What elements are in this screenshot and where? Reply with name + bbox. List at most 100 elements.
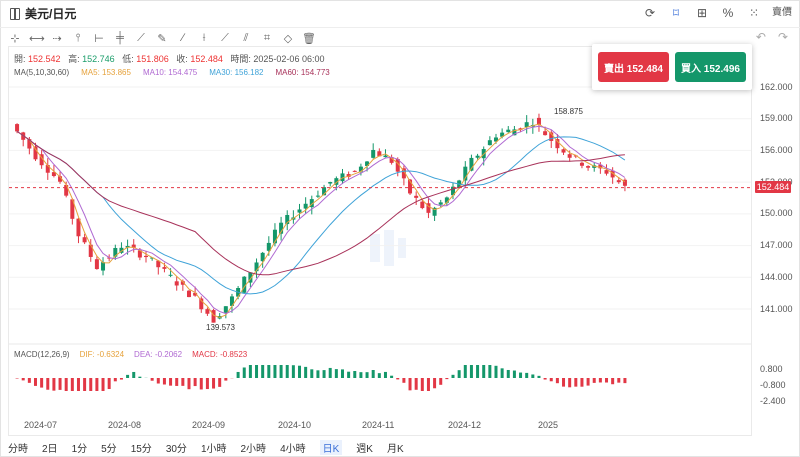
macd-bar — [236, 371, 240, 378]
macd-bar — [543, 378, 547, 380]
macd-bar — [205, 378, 209, 390]
macd-bar — [605, 378, 609, 383]
pen-icon[interactable]: ✎ — [157, 32, 167, 45]
y-tick: 150.000 — [760, 208, 793, 218]
percent-icon[interactable]: % — [722, 6, 734, 20]
candle-body — [248, 272, 253, 283]
crosshair-icon[interactable]: ⊹ — [10, 32, 20, 45]
buy-button[interactable]: 買入 152.496 — [675, 52, 746, 82]
redo-icon[interactable]: ↷ — [777, 30, 788, 44]
candle-body — [266, 242, 271, 251]
chart-type-icon[interactable]: ⊞ — [696, 6, 708, 20]
candle-body — [358, 166, 363, 172]
period-tab[interactable]: 30分 — [165, 444, 187, 455]
macd-bar — [95, 378, 99, 391]
macd-bar — [334, 369, 338, 378]
candle-body — [604, 170, 609, 174]
period-tab[interactable]: 週K — [356, 444, 373, 455]
period-tab[interactable]: 4小時 — [280, 444, 306, 455]
macd-bar — [457, 370, 461, 378]
candle-body — [463, 166, 468, 181]
candle-body — [579, 162, 584, 166]
macd-bar — [175, 378, 179, 386]
period-tab[interactable]: 2小時 — [240, 444, 267, 455]
macd-bar — [126, 374, 130, 378]
macd-bar — [58, 378, 62, 390]
candle-body — [555, 139, 560, 149]
period-tab-selected[interactable]: 日K — [319, 440, 343, 455]
candle-body — [254, 262, 259, 272]
period-tab[interactable]: 月K — [386, 444, 404, 455]
x-tick: 2024-09 — [192, 420, 226, 430]
period-tab[interactable]: 5分 — [101, 444, 117, 455]
macd-bar — [592, 378, 596, 383]
macd-bar — [365, 372, 369, 378]
high-value: 152.746 — [82, 54, 115, 64]
ray-icon[interactable]: ⟋ — [137, 31, 145, 44]
macd-bar — [40, 378, 44, 388]
dif-value: DIF: -0.6324 — [79, 350, 125, 359]
price-axis: 162.000 159.000 156.000 153.000 150.000 … — [752, 46, 800, 436]
measure-icon[interactable]: ⟊ — [202, 31, 206, 44]
shape-icon[interactable]: ⫽ — [243, 31, 249, 44]
candle-body — [444, 197, 449, 203]
macd-bar — [162, 378, 166, 385]
macd-bar — [89, 378, 93, 391]
candle-body — [543, 131, 548, 136]
eraser-icon[interactable]: ◇ — [283, 32, 293, 45]
macd-bar — [113, 378, 117, 382]
period-tab[interactable]: 分時 — [8, 444, 28, 455]
macd-bar — [623, 378, 627, 384]
bookmark-icon[interactable]: ⌑ — [672, 6, 680, 20]
macd-value: MACD: -0.8523 — [192, 350, 248, 359]
text-icon[interactable]: ⟋ — [221, 31, 229, 44]
macd-bar — [580, 378, 584, 387]
x-tick: 2024-07 — [24, 420, 58, 430]
macd-bar — [187, 378, 191, 390]
macd-bar — [402, 378, 406, 383]
macd-bar — [70, 378, 74, 391]
trend-icon[interactable]: ⇢ — [52, 32, 62, 45]
candle-body — [223, 306, 228, 313]
period-tab[interactable]: 1分 — [71, 444, 88, 455]
hline-icon[interactable]: ⟷ — [29, 32, 45, 45]
macd-bar — [500, 368, 504, 378]
macd-bar — [525, 372, 529, 378]
candle-body — [119, 247, 124, 253]
macd-bar — [537, 375, 541, 378]
macd-bar — [107, 378, 111, 390]
macd-bar — [574, 378, 578, 387]
price-type-button[interactable]: 賣價 — [772, 7, 792, 18]
symbol-selector[interactable]: 美元/日元 — [10, 5, 76, 22]
macd-tick: -0.800 — [760, 380, 786, 390]
candle-body — [567, 154, 572, 158]
price-annotation: 158.875 — [554, 107, 583, 116]
trash-icon[interactable]: 🗑 — [302, 32, 316, 45]
vline-icon[interactable]: ⫯ — [75, 31, 81, 44]
refresh-icon[interactable]: ⟳ — [644, 6, 656, 20]
candle-body — [487, 140, 492, 146]
undo-icon[interactable]: ↶ — [755, 30, 766, 44]
fib-icon[interactable]: ∕ — [182, 32, 184, 44]
channel-icon[interactable]: ⊢ — [94, 32, 104, 45]
macd-bar — [340, 369, 344, 378]
ma10-line — [16, 125, 626, 315]
chart-area[interactable] — [8, 46, 752, 436]
candle-body — [561, 149, 566, 153]
candle-body — [395, 159, 400, 172]
parallel-icon[interactable]: ╪ — [116, 32, 124, 44]
macd-bar — [52, 378, 56, 391]
macd-bar — [33, 378, 37, 386]
macd-bar — [562, 378, 566, 387]
period-tab[interactable]: 15分 — [130, 444, 152, 455]
macd-bar — [420, 378, 424, 391]
sell-button[interactable]: 賣出 152.484 — [598, 52, 669, 82]
grid-icon[interactable]: ⁙ — [748, 6, 760, 20]
tag-icon[interactable]: ⌗ — [263, 31, 271, 44]
period-tab[interactable]: 1小時 — [200, 444, 227, 455]
candle-body — [260, 252, 265, 262]
macd-bar — [199, 378, 203, 390]
candle-body — [371, 149, 376, 158]
period-tab[interactable]: 2日 — [42, 444, 58, 455]
candle-body — [205, 309, 210, 314]
